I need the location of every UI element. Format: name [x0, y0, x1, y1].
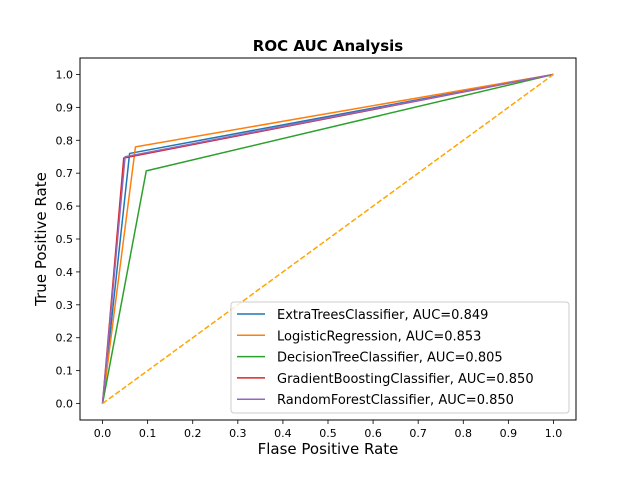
x-tick-label: 0.9 — [500, 427, 518, 440]
y-tick-label: 0.6 — [56, 200, 74, 213]
x-tick-label: 0.5 — [319, 427, 337, 440]
roc-line-4 — [101, 73, 554, 404]
legend-label: DecisionTreeClassifier, AUC=0.805 — [277, 351, 503, 366]
y-tick-label: 0.7 — [56, 167, 74, 180]
chart-title: ROC AUC Analysis — [253, 37, 403, 55]
y-tick-label: 0.2 — [56, 332, 74, 345]
x-tick-label: 0.4 — [274, 427, 292, 440]
y-axis-label: True Positive Rate — [32, 172, 50, 307]
y-tick-label: 0.9 — [56, 101, 74, 114]
y-tick-label: 0.3 — [56, 299, 74, 312]
y-tick-label: 0.4 — [56, 266, 74, 279]
y-tick-label: 0.5 — [56, 233, 74, 246]
legend-label: ExtraTreesClassifier, AUC=0.849 — [277, 308, 488, 323]
roc-line-1 — [101, 73, 554, 404]
legend-label: LogisticRegression, AUC=0.853 — [277, 329, 481, 344]
x-tick-label: 0.0 — [94, 427, 112, 440]
legend-label: GradientBoostingClassifier, AUC=0.850 — [277, 372, 534, 387]
legend: ExtraTreesClassifier, AUC=0.849 LogisticR… — [230, 301, 570, 414]
y-tick-label: 0.1 — [56, 365, 74, 378]
x-axis-ticks: 0.0 0.1 0.2 0.3 0.4 0.5 0.6 0.7 0.8 0.9 1.0 — [94, 420, 562, 440]
chance-line — [102, 73, 554, 405]
x-axis-label: Flase Positive Rate — [258, 440, 399, 458]
roc-line-0 — [101, 73, 554, 404]
x-tick-label: 0.8 — [455, 427, 473, 440]
roc-line-2 — [101, 73, 554, 404]
x-tick-label: 0.3 — [229, 427, 247, 440]
y-tick-label: 0.0 — [56, 398, 74, 411]
y-axis-ticks: 0.0 0.1 0.2 0.3 0.4 0.5 0.6 0.7 0.8 0.9 1.0 — [56, 68, 80, 411]
x-tick-label: 0.6 — [364, 427, 382, 440]
legend-label: RandomForestClassifier, AUC=0.850 — [277, 393, 514, 408]
y-tick-label: 1.0 — [56, 68, 74, 81]
legend-box — [230, 301, 570, 414]
plot-lines — [101, 73, 554, 405]
x-tick-label: 0.1 — [139, 427, 157, 440]
x-tick-label: 0.7 — [409, 427, 427, 440]
y-tick-label: 0.8 — [56, 134, 74, 147]
x-tick-label: 1.0 — [545, 427, 563, 440]
x-tick-label: 0.2 — [184, 427, 202, 440]
